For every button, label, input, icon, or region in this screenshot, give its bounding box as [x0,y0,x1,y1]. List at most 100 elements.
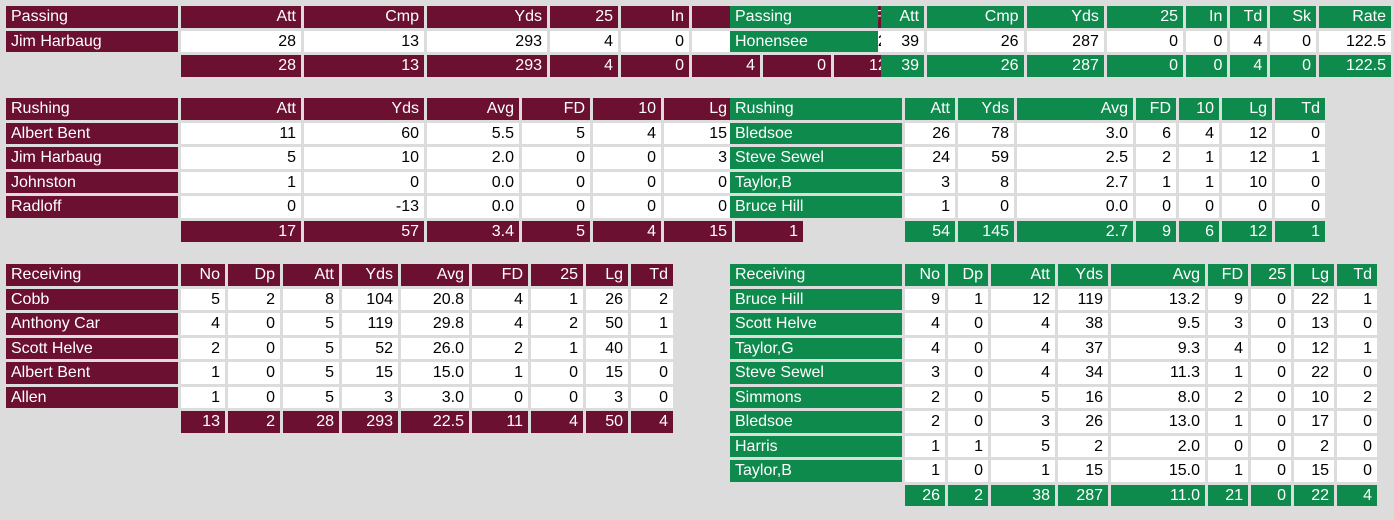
stat-value: 0 [1337,460,1377,482]
team-a-rushing-totals-row: 17 57 3.4 5 4 15 1 [6,220,803,242]
stat-value: 0 [593,171,661,193]
team-b-passing-totals-row: 39 26 287 0 0 4 0 122.5 [730,55,1391,77]
table-row: Albert Bent 1 0 5 15 15.0 1 0 15 0 [6,362,673,384]
player-name: Scott Helve [6,337,178,359]
stat-value: 4 [550,30,618,52]
stat-value: 0 [948,386,988,408]
total-value: 4 [631,411,673,433]
stat-value: 104 [342,288,398,310]
total-value: 50 [586,411,628,433]
stat-value: 12 [1294,337,1334,359]
team-b-rushing-col-header: Yds [958,98,1014,120]
stat-value: 0 [181,196,301,218]
team-b-rushing-col-header: FD [1136,98,1176,120]
total-value: 2 [228,411,280,433]
stat-value: 8 [958,171,1014,193]
table-row: Scott Helve 4 0 4 38 9.5 3 0 13 0 [730,313,1377,335]
total-value: 0 [1186,55,1228,77]
team-a-receiving-table: Receiving No Dp Att Yds Avg FD 25 Lg Td Cobb 5 2 8 104… [3,261,676,436]
total-value: 3.4 [427,220,519,242]
stat-value: 22 [1294,288,1334,310]
stat-value: 5 [283,386,339,408]
stat-value: 5 [283,337,339,359]
stat-value: 0 [948,460,988,482]
stat-value: 1 [1337,288,1377,310]
team-b-rushing-col-header: Avg [1017,98,1133,120]
total-value: 26 [927,55,1024,77]
total-value: 145 [958,220,1014,242]
stat-value: 2 [1208,386,1248,408]
stat-value: 2 [1136,147,1176,169]
team-b-passing-table: Passing Att Cmp Yds 25 In Td Sk Rate Honensee 39 26… [727,3,1394,80]
stat-value: 0 [1106,30,1184,52]
total-value: 0 [621,55,689,77]
stat-value: 3.0 [401,386,469,408]
stat-value: 0 [304,171,424,193]
table-row: Anthony Car 4 0 5 119 29.8 4 2 50 1 [6,313,673,335]
stat-value: 40 [586,337,628,359]
stat-value: 1 [1208,460,1248,482]
table-row: Cobb 5 2 8 104 20.8 4 1 26 2 [6,288,673,310]
table-row: Harris 1 1 5 2 2.0 0 0 2 0 [730,435,1377,457]
team-a-receiving-col-header: 25 [531,264,583,286]
stat-value: 0 [1275,122,1325,144]
stat-value: 1 [905,435,945,457]
stat-value: 0 [531,386,583,408]
stat-value: 9.3 [1111,337,1205,359]
stat-value: 26 [1058,411,1108,433]
player-name: Johnston [6,171,178,193]
stat-value: 13 [1294,313,1334,335]
stat-value: 12 [991,288,1055,310]
stat-value: 12 [1222,147,1272,169]
stat-value: 1 [531,288,583,310]
table-row: Scott Helve 2 0 5 52 26.0 2 1 40 1 [6,337,673,359]
team-b-rushing-col-header: Td [1275,98,1325,120]
total-value: 38 [991,484,1055,506]
total-value: 22.5 [401,411,469,433]
stat-value: 29.8 [401,313,469,335]
stat-value: 3 [905,171,955,193]
stat-value: 287 [1026,30,1104,52]
stat-value: 78 [958,122,1014,144]
stat-value: 26 [927,30,1024,52]
team-b-passing-header-row: Passing Att Cmp Yds 25 In Td Sk Rate [730,6,1391,28]
stat-value: 1 [1275,147,1325,169]
stat-value: 0 [1275,196,1325,218]
team-a-receiving-col-header: Td [631,264,673,286]
team-b-passing-col-header: Att [881,6,925,28]
stat-value: 5 [283,362,339,384]
stat-value: 0 [593,196,661,218]
total-value: 293 [342,411,398,433]
stat-value: 1 [631,313,673,335]
team-b-passing-col-header: Rate [1319,6,1391,28]
team-a-receiving-col-header: No [181,264,225,286]
stat-value: 26 [586,288,628,310]
stat-value: 0 [958,196,1014,218]
total-value: 12 [1222,220,1272,242]
stat-value: 4 [472,288,528,310]
table-row: Allen 1 0 5 3 3.0 0 0 3 0 [6,386,673,408]
stat-value: 1 [1208,411,1248,433]
total-value: 0 [1270,55,1317,77]
stat-value: 0 [1337,411,1377,433]
stat-value: 2.5 [1017,147,1133,169]
stat-value: 4 [181,313,225,335]
total-value: 22 [1294,484,1334,506]
stat-value: 0 [1251,362,1291,384]
player-name: Bruce Hill [730,288,902,310]
team-b-receiving-col-header: Td [1337,264,1377,286]
totals-spacer [730,485,902,507]
stat-value: 1 [905,196,955,218]
stat-value: 3 [991,411,1055,433]
stat-value: 0 [1251,435,1291,457]
stat-value: 0 [1270,30,1317,52]
stat-value: 1 [948,435,988,457]
team-b-passing-title: Passing [730,6,878,28]
stat-value: 4 [991,337,1055,359]
stat-value: 4 [991,362,1055,384]
team-b-rushing-col-header: 10 [1179,98,1219,120]
stat-value: 0.0 [1017,196,1133,218]
stat-value: 0 [522,196,590,218]
